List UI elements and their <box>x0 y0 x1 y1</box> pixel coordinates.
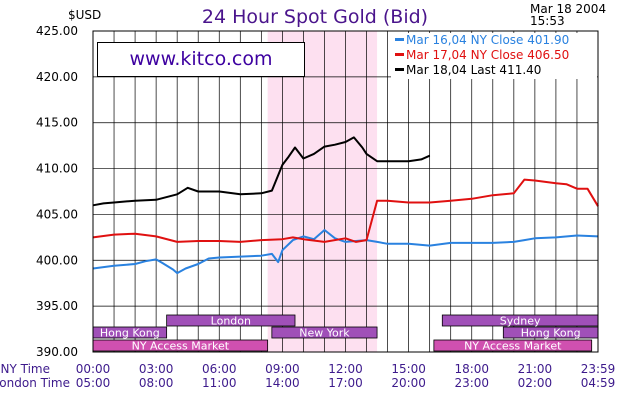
series-line <box>92 229 599 275</box>
x-tick-label-ny: 12:00 <box>328 362 363 376</box>
x-tick-label-ny: 03:00 <box>139 362 174 376</box>
legend-entry: Mar 17,04 NY Close 406.50 <box>391 48 597 63</box>
x-row-label-ny: NY Time <box>1 362 51 376</box>
y-tick-label: 395.00 <box>36 299 78 313</box>
x-tick-label-london: 05:00 <box>76 376 111 390</box>
x-tick-label-london: 11:00 <box>202 376 237 390</box>
x-tick-label-london: 04:59 <box>581 376 616 390</box>
x-tick-label-ny: 00:00 <box>76 362 111 376</box>
x-tick-label-ny: 15:00 <box>391 362 426 376</box>
market-bar <box>433 339 593 352</box>
legend-label: Mar 17,04 NY Close 406.50 <box>406 48 570 62</box>
market-label: Hong Kong <box>100 327 160 340</box>
session-highlight <box>267 31 378 352</box>
chart-legend: Mar 16,04 NY Close 401.90 Mar 17,04 NY C… <box>391 33 597 79</box>
market-label: NY Access Market <box>132 340 230 353</box>
brand-url: www.kitco.com <box>129 48 273 70</box>
market-label: Hong Kong <box>521 327 581 340</box>
x-tick-label-london: 17:00 <box>328 376 363 390</box>
series-line <box>92 136 431 207</box>
market-bar <box>271 326 378 339</box>
x-tick-label-ny: 21:00 <box>518 362 553 376</box>
legend-label: Mar 16,04 NY Close 401.90 <box>406 33 570 47</box>
x-tick-label-london: 08:00 <box>139 376 174 390</box>
x-tick-label-ny: 09:00 <box>265 362 300 376</box>
market-label: Sydney <box>500 315 541 328</box>
x-tick-label-ny: 06:00 <box>202 362 237 376</box>
legend-entry: Mar 18,04 Last 411.40 <box>391 63 597 78</box>
plot-border <box>92 30 599 353</box>
legend-label: Mar 18,04 Last 411.40 <box>406 63 542 77</box>
y-tick-label: 415.00 <box>36 116 78 130</box>
y-tick-label: 390.00 <box>36 345 78 359</box>
y-tick-label: 400.00 <box>36 253 78 267</box>
legend-entry: Mar 16,04 NY Close 401.90 <box>391 33 597 48</box>
market-label: NY Access Market <box>464 340 562 353</box>
x-tick-label-london: 20:00 <box>391 376 426 390</box>
market-label: London <box>211 315 251 328</box>
y-tick-label: 420.00 <box>36 70 78 84</box>
x-tick-label-london: 02:00 <box>518 376 553 390</box>
y-tick-label: 405.00 <box>36 207 78 221</box>
timestamp-time: 15:53 <box>530 14 565 28</box>
y-tick-label: 410.00 <box>36 162 78 176</box>
brand-box: www.kitco.com <box>97 42 305 77</box>
series-line <box>92 178 599 243</box>
y-unit-label: $USD <box>68 8 102 22</box>
x-tick-label-london: 14:00 <box>265 376 300 390</box>
x-tick-label-ny: 23:59 <box>581 362 616 376</box>
x-tick-label-london: 23:00 <box>454 376 489 390</box>
timestamp-date: Mar 18 2004 <box>530 2 607 16</box>
legend-swatch <box>395 38 404 41</box>
market-label: New York <box>299 327 350 340</box>
x-tick-label-ny: 18:00 <box>454 362 489 376</box>
market-bar <box>166 314 296 327</box>
y-tick-label: 425.00 <box>36 24 78 38</box>
timestamp: Mar 18 2004 15:53 <box>530 3 606 27</box>
chart-title: 24 Hour Spot Gold (Bid) <box>201 6 429 28</box>
x-row-label-london: London Time <box>0 376 70 390</box>
legend-swatch <box>395 53 404 56</box>
legend-swatch <box>395 68 404 71</box>
